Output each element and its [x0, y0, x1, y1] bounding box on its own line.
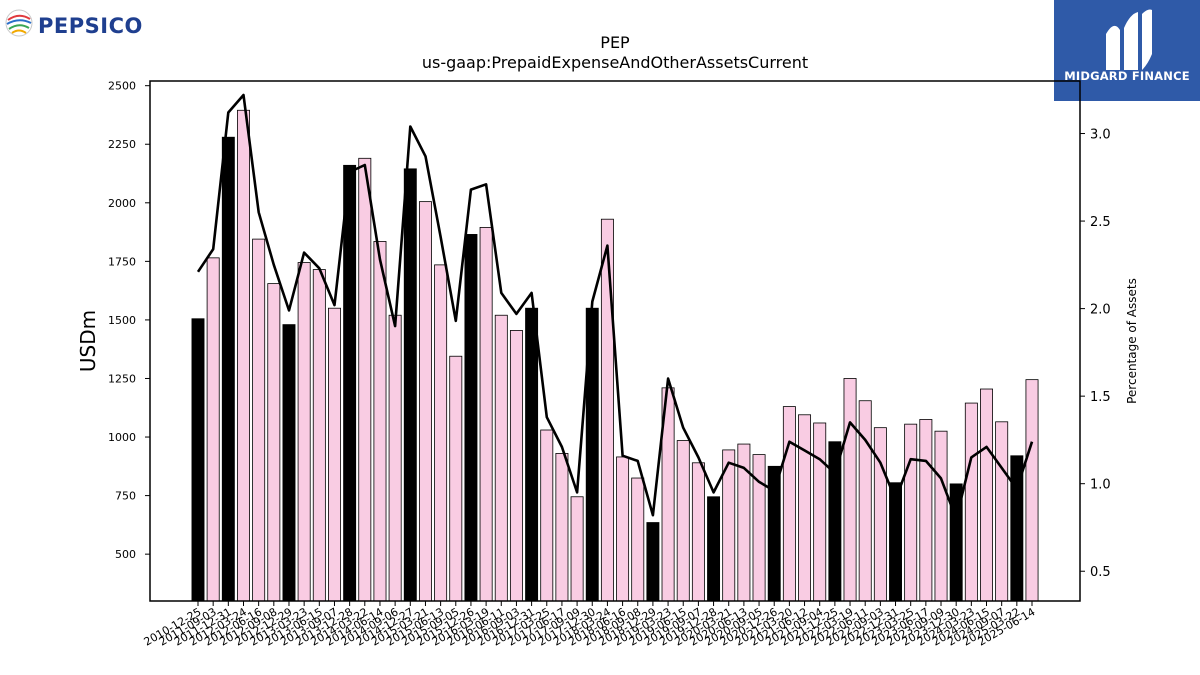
- bar-2017-06-17: [555, 453, 569, 602]
- bar-2014-09-06: [388, 314, 402, 602]
- bar-2023-03-25: [904, 423, 918, 602]
- bar-2012-09-08: [267, 283, 281, 602]
- pepsico-wordmark: PEPSICO: [38, 14, 143, 38]
- bar-2016-12-31: [525, 307, 539, 602]
- bar-2011-12-31: [221, 136, 235, 602]
- midgard-wordmark: MIDGARD FINANCE: [1064, 69, 1190, 83]
- bar-2011-09-03: [206, 257, 220, 602]
- chart-title: PEP: [600, 33, 630, 52]
- y-tick-label: 2250: [108, 138, 136, 151]
- bar-2012-06-16: [252, 238, 266, 602]
- bar-2023-06-17: [919, 419, 933, 602]
- bar-2013-03-23: [297, 262, 311, 602]
- bar-2014-06-14: [373, 241, 387, 602]
- bar-2018-12-29: [646, 522, 660, 602]
- bar-2018-09-08: [631, 477, 645, 602]
- bar-2021-06-12: [798, 414, 812, 602]
- bar-2024-09-07: [995, 421, 1009, 602]
- y-tick-label: 1750: [108, 255, 136, 268]
- y2-tick-label: 2.5: [1090, 215, 1111, 230]
- bar-2012-03-24: [237, 109, 250, 602]
- bar-2022-09-03: [873, 427, 887, 602]
- bar-2025-06-14: [1025, 379, 1039, 602]
- y-tick-label: 1500: [108, 314, 136, 327]
- y-axis-label: USDm: [76, 310, 100, 372]
- bar-2023-09-09: [934, 430, 948, 602]
- bar-2016-03-19: [479, 226, 493, 602]
- midgard-mark-icon: [1106, 9, 1152, 70]
- y2-axis: 0.5 1.0 1.5 2.0 2.5 3.0: [1080, 128, 1111, 580]
- y2-tick-label: 3.0: [1090, 128, 1111, 143]
- bar-2016-06-11: [494, 314, 508, 602]
- pepsico-logo: PEPSICO: [4, 6, 174, 46]
- pepsico-globe-icon: [5, 9, 33, 37]
- midgard-finance-logo: MIDGARD FINANCE: [1054, 0, 1200, 101]
- y2-tick-label: 1.5: [1090, 390, 1111, 405]
- bar-2021-09-04: [813, 422, 827, 602]
- y-tick-label: 750: [115, 490, 136, 503]
- bar-2017-09-09: [570, 496, 584, 602]
- bar-2013-12-28: [343, 164, 357, 602]
- bar-2022-06-11: [858, 400, 872, 602]
- y2-tick-label: 1.0: [1090, 478, 1111, 493]
- bar-2021-12-25: [828, 441, 842, 602]
- y2-tick-label: 2.0: [1090, 303, 1111, 318]
- y-axis: 500 750 1000 1250 1500 1750 2000 2250 2500: [108, 80, 150, 561]
- bar-2021-03-20: [782, 406, 796, 602]
- bar-2016-09-03: [509, 330, 523, 602]
- bar-2015-03-21: [418, 201, 432, 602]
- bar-2019-06-15: [676, 440, 690, 602]
- y-tick-label: 2000: [108, 197, 136, 210]
- bar-2015-09-05: [449, 355, 463, 602]
- bar-2013-06-15: [312, 269, 326, 602]
- bar-2022-03-19: [843, 378, 857, 602]
- y-tick-label: 500: [115, 548, 136, 561]
- chart-subtitle: us-gaap:PrepaidExpenseAndOtherAssetsCurr…: [422, 53, 808, 72]
- bar-2014-03-22: [358, 157, 372, 602]
- bar-2018-06-16: [616, 456, 630, 602]
- bar-2015-12-26: [464, 234, 478, 602]
- y-tick-label: 1000: [108, 431, 136, 444]
- bar-2012-12-29: [282, 324, 296, 602]
- plot-frame: [149, 80, 1081, 602]
- bar-2017-03-25: [540, 429, 554, 602]
- bar-2024-06-15: [980, 388, 993, 602]
- bar-2019-12-28: [707, 496, 721, 602]
- bar-2010-12-25: [191, 318, 205, 602]
- bar-2018-03-24: [600, 218, 614, 602]
- y-tick-label: 1250: [108, 372, 136, 385]
- y-tick-label: 2500: [108, 80, 136, 93]
- bar-2013-09-07: [328, 307, 341, 602]
- y2-tick-label: 0.5: [1090, 565, 1111, 580]
- series-line: [196, 93, 1034, 521]
- bar-2014-12-27: [403, 168, 417, 602]
- bar-2015-06-13: [434, 264, 448, 602]
- line-group: [196, 93, 1034, 521]
- bars-group: [191, 109, 1039, 602]
- bar-2019-09-07: [691, 462, 705, 602]
- y2-axis-label: Percentage of Assets: [1125, 278, 1139, 404]
- bar-2024-03-23: [964, 402, 978, 602]
- x-axis: 2010-12-252011-09-032011-12-312012-03-24…: [142, 601, 1038, 649]
